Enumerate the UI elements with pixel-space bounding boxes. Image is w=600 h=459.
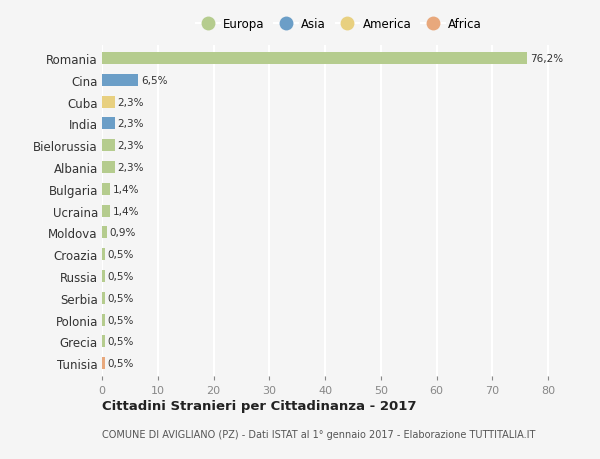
Legend: Europa, Asia, America, Africa: Europa, Asia, America, Africa <box>194 16 484 33</box>
Text: 0,9%: 0,9% <box>110 228 136 238</box>
Text: 2,3%: 2,3% <box>118 141 144 151</box>
Bar <box>102 118 115 130</box>
Text: 2,3%: 2,3% <box>118 119 144 129</box>
Text: 1,4%: 1,4% <box>113 206 139 216</box>
Bar <box>102 205 110 217</box>
Bar <box>102 53 527 65</box>
Bar <box>102 314 105 326</box>
Bar <box>102 96 115 108</box>
Text: 0,5%: 0,5% <box>107 293 134 303</box>
Text: 2,3%: 2,3% <box>118 162 144 173</box>
Text: 6,5%: 6,5% <box>141 76 167 86</box>
Text: Cittadini Stranieri per Cittadinanza - 2017: Cittadini Stranieri per Cittadinanza - 2… <box>102 399 416 412</box>
Bar <box>102 140 115 152</box>
Text: 0,5%: 0,5% <box>107 315 134 325</box>
Text: 76,2%: 76,2% <box>530 54 563 64</box>
Bar <box>102 336 105 347</box>
Text: 0,5%: 0,5% <box>107 250 134 260</box>
Bar <box>102 358 105 369</box>
Bar <box>102 75 138 87</box>
Text: 0,5%: 0,5% <box>107 336 134 347</box>
Bar <box>102 292 105 304</box>
Text: 1,4%: 1,4% <box>113 185 139 195</box>
Text: COMUNE DI AVIGLIANO (PZ) - Dati ISTAT al 1° gennaio 2017 - Elaborazione TUTTITAL: COMUNE DI AVIGLIANO (PZ) - Dati ISTAT al… <box>102 429 535 439</box>
Bar <box>102 270 105 282</box>
Text: 0,5%: 0,5% <box>107 358 134 368</box>
Bar <box>102 184 110 196</box>
Bar <box>102 249 105 261</box>
Text: 0,5%: 0,5% <box>107 271 134 281</box>
Bar <box>102 162 115 174</box>
Bar <box>102 227 107 239</box>
Text: 2,3%: 2,3% <box>118 97 144 107</box>
